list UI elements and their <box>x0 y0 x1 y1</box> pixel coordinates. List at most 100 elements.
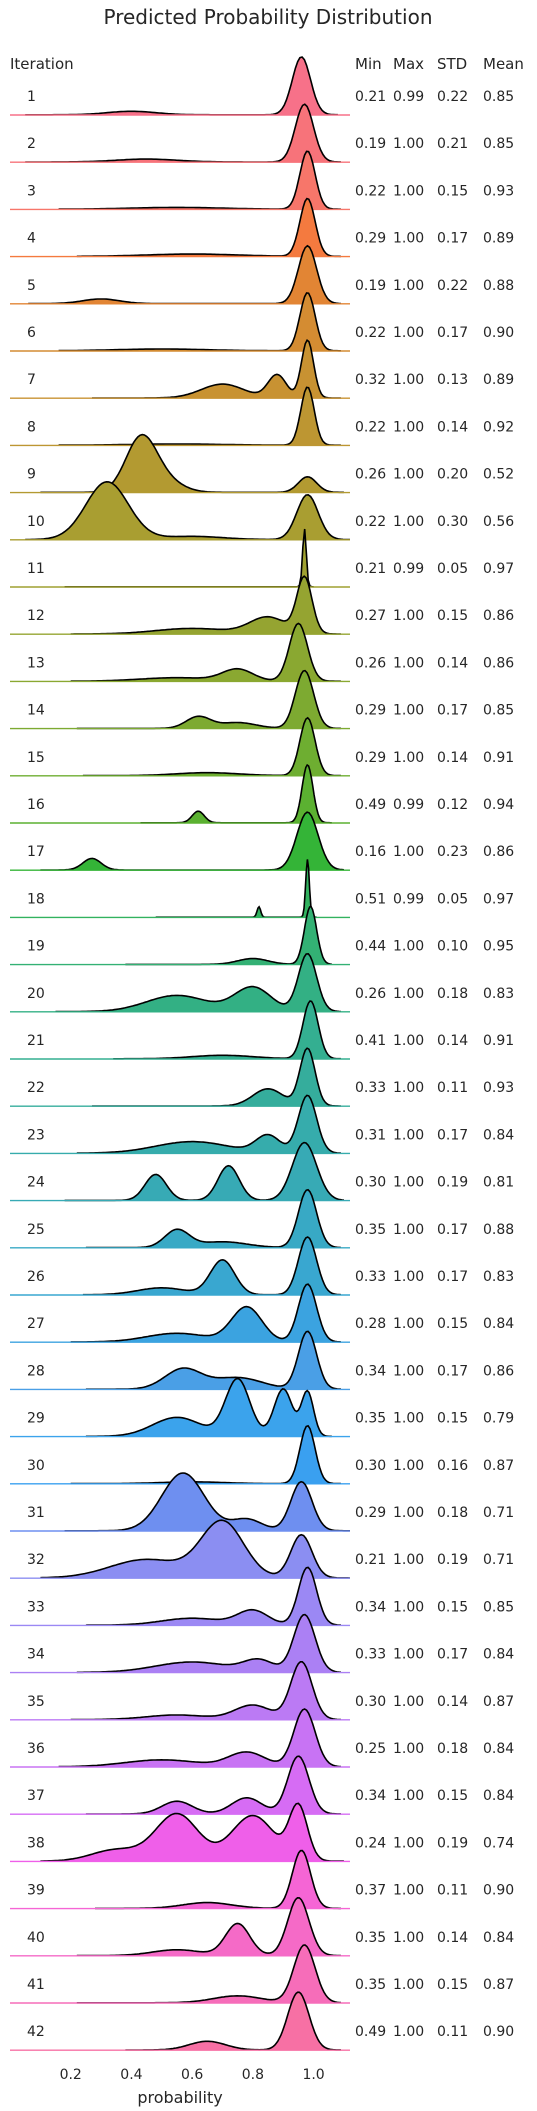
stat-value-min: 0.21 <box>355 561 386 577</box>
ridge-row: 18 0.51 0.99 0.05 0.97 <box>10 859 514 919</box>
stat-value-mean: 0.85 <box>483 136 514 152</box>
stat-value-mean: 0.86 <box>483 844 514 860</box>
ridge-fill <box>76 1614 341 1673</box>
stat-value-mean: 0.86 <box>483 608 514 624</box>
iteration-label: 24 <box>27 1175 45 1191</box>
ridge-fill <box>76 1945 341 2003</box>
ridge-row: 33 0.34 1.00 0.15 0.85 <box>10 1566 514 1627</box>
ridge-row: 42 0.49 1.00 0.11 0.90 <box>10 1991 514 2051</box>
ridge-fill <box>85 1756 341 1815</box>
stat-value-max: 1.00 <box>393 608 424 624</box>
stat-value-std: 0.05 <box>437 891 468 907</box>
stat-value-max: 1.00 <box>393 1835 424 1851</box>
ridge-row: 5 0.19 1.00 0.22 0.88 <box>10 244 514 305</box>
stat-value-min: 0.30 <box>355 1175 386 1191</box>
stat-value-max: 1.00 <box>393 1269 424 1285</box>
stat-value-std: 0.18 <box>437 1741 468 1757</box>
stat-value-min: 0.21 <box>355 1552 386 1568</box>
stat-value-mean: 0.86 <box>483 655 514 671</box>
iteration-label: 5 <box>27 278 36 294</box>
stat-value-mean: 0.87 <box>483 1694 514 1710</box>
stat-value-min: 0.28 <box>355 1316 386 1332</box>
ridge-row: 11 0.21 0.99 0.05 0.97 <box>10 528 514 588</box>
ridge-fill <box>85 1378 332 1437</box>
stat-headers: Min Max STD Mean <box>355 55 524 73</box>
stat-value-std: 0.21 <box>437 136 468 152</box>
x-tick-label: 0.6 <box>181 2067 203 2083</box>
ridge-row: 26 0.33 1.00 0.17 0.83 <box>10 1236 514 1296</box>
stat-value-max: 1.00 <box>393 939 424 955</box>
ridge-row: 13 0.26 1.00 0.14 0.86 <box>10 622 514 683</box>
stat-value-std: 0.22 <box>437 278 468 294</box>
ridge-fill <box>70 1425 341 1484</box>
stat-value-mean: 0.74 <box>483 1835 514 1851</box>
iteration-label: 33 <box>27 1599 45 1615</box>
ridge-fill <box>64 1473 350 1531</box>
stat-value-mean: 0.84 <box>483 1930 514 1946</box>
stat-value-mean: 0.89 <box>483 372 514 388</box>
ridge-outline <box>58 292 341 352</box>
stat-value-std: 0.19 <box>437 1175 468 1191</box>
stat-value-std: 0.16 <box>437 1458 468 1474</box>
stat-header-max: Max <box>393 55 424 73</box>
stat-value-std: 0.19 <box>437 1835 468 1851</box>
stat-value-min: 0.31 <box>355 1127 386 1143</box>
ridge-row: 4 0.29 1.00 0.17 0.89 <box>10 197 514 258</box>
ridge-row: 22 0.33 1.00 0.11 0.93 <box>10 1047 514 1107</box>
ridge-row: 25 0.35 1.00 0.17 0.88 <box>10 1188 514 1249</box>
ridge-row: 7 0.32 1.00 0.13 0.89 <box>10 338 514 399</box>
stat-value-min: 0.22 <box>355 325 386 341</box>
stat-value-max: 1.00 <box>393 1175 424 1191</box>
x-axis: 0.2 0.4 0.6 0.8 1.0 <box>60 2067 325 2083</box>
iteration-label: 3 <box>27 183 36 199</box>
stat-value-mean: 0.85 <box>483 89 514 105</box>
ridge-outline <box>40 1519 351 1579</box>
iteration-label: 37 <box>27 1788 45 1804</box>
stat-value-max: 0.99 <box>393 561 424 577</box>
iteration-label: 9 <box>27 467 36 483</box>
ridge-fill <box>25 481 350 540</box>
stat-value-mean: 0.87 <box>483 1977 514 1993</box>
ridge-outline <box>82 1236 341 1296</box>
stat-value-max: 1.00 <box>393 1458 424 1474</box>
iteration-label: 4 <box>27 231 36 247</box>
stat-value-min: 0.25 <box>355 1741 386 1757</box>
stat-value-std: 0.05 <box>437 561 468 577</box>
stat-value-max: 1.00 <box>393 1741 424 1757</box>
ridge-outline <box>70 1661 341 1721</box>
stat-value-max: 1.00 <box>393 1222 424 1238</box>
ridge-fill <box>40 1803 344 1862</box>
ridge-outline <box>58 1708 341 1768</box>
stat-value-std: 0.14 <box>437 1930 468 1946</box>
stat-value-max: 1.00 <box>393 467 424 483</box>
stat-value-mean: 0.90 <box>483 1883 514 1899</box>
stat-value-min: 0.22 <box>355 183 386 199</box>
ridge-fill <box>82 1237 341 1295</box>
stat-value-max: 1.00 <box>393 986 424 1002</box>
stat-value-min: 0.19 <box>355 278 386 294</box>
stat-value-mean: 0.84 <box>483 1647 514 1663</box>
ridge-fill <box>95 1850 341 1909</box>
ridge-outline <box>85 1377 332 1438</box>
ridge-fill <box>70 623 341 682</box>
stat-value-max: 1.00 <box>393 419 424 435</box>
ridge-row: 20 0.26 1.00 0.18 0.83 <box>10 952 514 1013</box>
ridge-row: 16 0.49 0.99 0.12 0.94 <box>10 763 514 824</box>
ridge-outline <box>76 197 341 258</box>
stat-value-max: 1.00 <box>393 1599 424 1615</box>
stat-value-mean: 0.56 <box>483 514 514 530</box>
stat-value-max: 1.00 <box>393 2024 424 2040</box>
ridge-fill <box>58 151 341 210</box>
ridge-row: 12 0.27 1.00 0.15 0.86 <box>10 575 514 635</box>
ridge-fill <box>58 1709 341 1767</box>
stat-value-max: 1.00 <box>393 1363 424 1379</box>
stat-value-mean: 0.91 <box>483 1033 514 1049</box>
stat-value-min: 0.29 <box>355 1505 386 1521</box>
x-tick-label: 0.4 <box>120 2067 142 2083</box>
stat-value-std: 0.15 <box>437 1599 468 1615</box>
stat-value-max: 1.00 <box>393 183 424 199</box>
stat-value-min: 0.32 <box>355 372 386 388</box>
ridge-row: 3 0.22 1.00 0.15 0.93 <box>10 150 514 211</box>
stat-value-min: 0.30 <box>355 1458 386 1474</box>
